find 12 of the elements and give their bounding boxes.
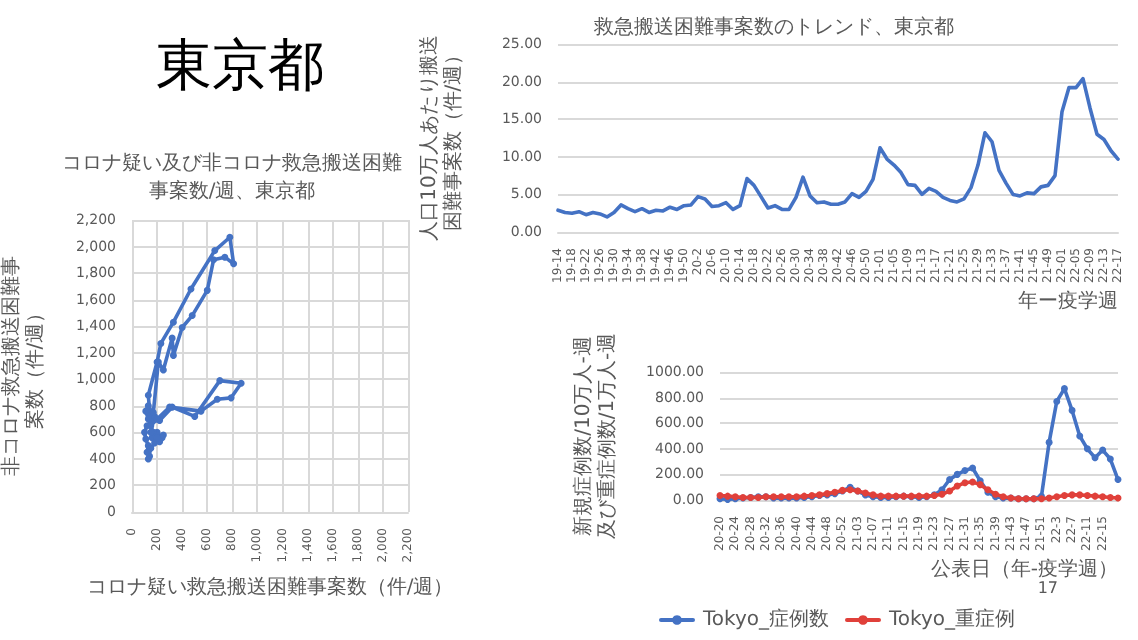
text: 東京都 <box>154 30 326 102</box>
x-axis-title: 公表日（年-疫学週） <box>930 557 1118 581</box>
x-axis-title: 年ー疫学週 <box>1018 289 1118 313</box>
y-axis-title: 新規症例数/10万人-週及び重症例数/1万人-週 <box>571 332 619 540</box>
x-axis-title: コロナ疑い救急搬送困難事案数（件/週） <box>86 575 454 600</box>
chart-title: 救急搬送困難事案数のトレンド、東京都 <box>592 15 954 39</box>
y-axis-title: 非コロナ救急搬送困難事案数（件/週） <box>0 256 47 476</box>
legend-label: Tokyo_症例数 <box>701 607 829 631</box>
chart-title: コロナ疑い及び非コロナ救急搬送困難事案数/週、東京都 <box>62 151 402 203</box>
legend-label: Tokyo_重症例 <box>887 607 1015 631</box>
text: 17 <box>1037 579 1059 597</box>
y-axis-title: 人口10万人あたり搬送困難事案数（件/週） <box>417 35 465 241</box>
